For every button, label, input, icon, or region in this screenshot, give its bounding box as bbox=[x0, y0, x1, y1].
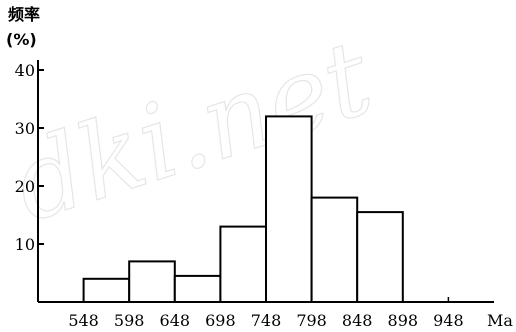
histogram-bar-798-848 bbox=[310, 196, 359, 304]
y-axis-unit: (%) bbox=[6, 30, 37, 49]
y-tick-label-20: 20 bbox=[15, 177, 35, 196]
x-axis-unit-label: Ma bbox=[487, 311, 513, 330]
x-tick-label-898: 898 bbox=[388, 311, 419, 330]
y-tick-label-30: 30 bbox=[15, 119, 35, 138]
histogram-bar-598-648 bbox=[128, 260, 176, 303]
histogram-bar-848-898 bbox=[356, 211, 404, 304]
x-tick-label-698: 698 bbox=[205, 311, 236, 330]
x-tick-label-848: 848 bbox=[342, 311, 373, 330]
y-tick-label-10: 10 bbox=[15, 235, 35, 254]
histogram-bar-548-598 bbox=[82, 277, 131, 303]
x-tick-label-598: 598 bbox=[114, 311, 145, 330]
x-tick-label-798: 798 bbox=[296, 311, 327, 330]
bars-layer bbox=[82, 115, 404, 304]
x-tick-label-948: 948 bbox=[433, 311, 464, 330]
histogram-bar-698-748 bbox=[219, 225, 267, 304]
x-tick-label-648: 648 bbox=[160, 311, 191, 330]
y-axis-title: 频率 bbox=[8, 5, 40, 24]
y-ticks: 10 20 30 40 bbox=[15, 61, 44, 254]
histogram-bar-748-798 bbox=[265, 115, 313, 304]
x-tick-label-748: 748 bbox=[251, 311, 282, 330]
y-tick-label-40: 40 bbox=[15, 61, 35, 80]
x-tick-label-548: 548 bbox=[68, 311, 99, 330]
histogram-bar-648-698 bbox=[173, 274, 222, 303]
x-ticks: 548 598 648 698 748 798 848 898 948 bbox=[68, 297, 464, 330]
